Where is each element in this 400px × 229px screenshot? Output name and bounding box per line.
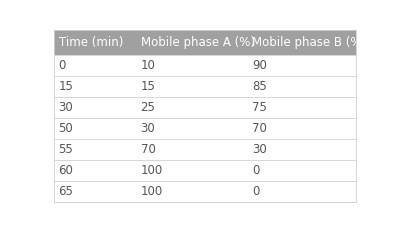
Text: 65: 65 — [58, 185, 74, 198]
Text: 30: 30 — [140, 122, 155, 135]
Text: 15: 15 — [58, 80, 74, 93]
Text: 30: 30 — [58, 101, 73, 114]
Bar — [54, 55, 356, 76]
Bar — [54, 30, 356, 55]
Text: 10: 10 — [140, 59, 156, 71]
Text: 15: 15 — [140, 80, 156, 93]
Text: 30: 30 — [252, 143, 267, 156]
Text: 70: 70 — [252, 122, 267, 135]
Text: 50: 50 — [58, 122, 73, 135]
Bar — [54, 160, 356, 181]
Text: Mobile phase B (%): Mobile phase B (%) — [252, 35, 366, 49]
Text: 90: 90 — [252, 59, 267, 71]
Text: 70: 70 — [140, 143, 156, 156]
Text: 75: 75 — [252, 101, 267, 114]
Bar — [54, 139, 356, 160]
Text: 25: 25 — [140, 101, 156, 114]
Text: 0: 0 — [252, 185, 259, 198]
Text: 0: 0 — [58, 59, 66, 71]
Text: 55: 55 — [58, 143, 73, 156]
Text: 60: 60 — [58, 164, 74, 177]
Text: Mobile phase A (%): Mobile phase A (%) — [140, 35, 254, 49]
Bar — [54, 118, 356, 139]
Text: 0: 0 — [252, 164, 259, 177]
Text: 100: 100 — [140, 185, 163, 198]
Bar — [54, 181, 356, 202]
Bar — [54, 97, 356, 118]
Bar — [54, 76, 356, 97]
Text: 85: 85 — [252, 80, 267, 93]
Text: 100: 100 — [140, 164, 163, 177]
Text: Time (min): Time (min) — [58, 35, 123, 49]
